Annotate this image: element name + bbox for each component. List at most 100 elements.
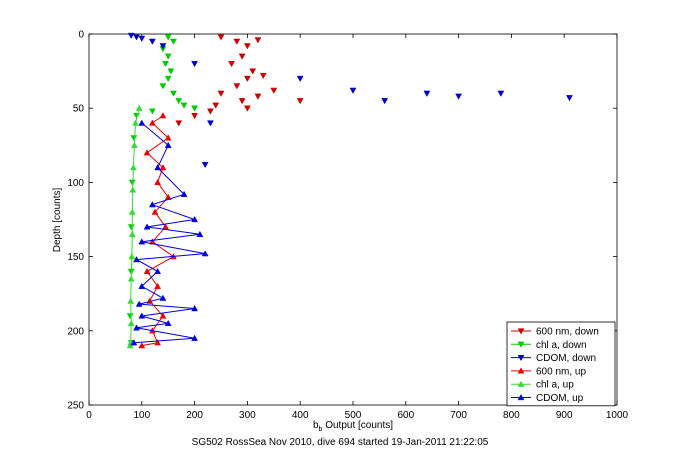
data-point [151,208,159,215]
data-point [164,134,172,141]
x-tick-label: 300 [239,410,256,421]
data-point [133,256,140,263]
x-tick-label: 900 [556,410,573,421]
data-point [148,38,156,45]
data-point [455,93,463,100]
data-point [143,267,151,275]
y-tick-label: 50 [73,104,85,115]
x-tick-label: 500 [345,410,362,421]
data-point [259,72,267,80]
x-axis-label-b: b [313,420,319,431]
data-point [138,342,146,349]
data-point [138,238,146,245]
data-point [270,87,278,94]
legend-marker [517,380,525,387]
x-axis-label: bb Output [counts] [313,420,393,433]
data-point [170,38,177,45]
data-point [138,119,146,126]
data-point [497,90,505,97]
data-point [249,68,257,75]
data-point [175,120,183,127]
data-point [233,38,241,45]
legend-label: chl a, down [536,340,587,351]
data-point [130,141,138,148]
data-point [296,98,304,105]
data-point [159,43,167,50]
data-point [143,223,151,230]
data-point [148,108,156,115]
legend-marker [517,393,525,401]
x-tick-label: 1000 [606,410,629,421]
legend-marker [517,328,525,335]
data-point [135,104,143,111]
data-point [162,61,169,68]
data-point [126,313,134,320]
data-point [159,83,167,90]
data-point [191,305,199,312]
data-point [196,230,204,237]
legend-label: CDOM, up [536,393,584,404]
y-tick-label: 0 [78,30,84,41]
data-point [164,319,172,327]
data-point [191,334,199,341]
data-point [217,34,225,41]
data-point [148,201,156,208]
x-axis-label-sub: b [319,426,323,433]
data-point [159,294,167,301]
data-point [164,53,172,60]
x-tick-label: 0 [86,410,92,421]
x-tick-label: 200 [186,410,203,421]
data-point [133,34,140,41]
data-point [128,253,136,260]
legend-label: 600 nm, down [536,327,599,338]
data-point [135,300,143,307]
data-point [133,324,140,331]
x-tick-label: 600 [397,410,414,421]
legend-marker [517,367,525,374]
data-point [138,282,146,289]
data-point [154,178,162,186]
data-point [207,120,214,127]
data-point [159,312,167,319]
data-point [159,164,167,171]
legend-label: chl a, up [536,380,574,391]
series-2 [127,32,573,169]
x-tick-label: 700 [450,410,467,421]
data-point [127,297,135,304]
figure-caption: SG502 RossSea Nov 2010, dive 694 started… [192,437,489,448]
data-point [164,34,172,41]
data-point [138,312,146,319]
data-point [127,319,135,327]
data-point [154,267,162,275]
data-point [207,108,214,115]
x-tick-label: 100 [133,410,150,421]
data-point [243,75,251,83]
y-tick-label: 200 [67,326,84,337]
data-point [191,105,199,112]
data-point [159,112,167,119]
series-5 [130,119,209,346]
data-point [201,250,209,257]
data-point [228,61,235,68]
data-point [191,61,199,68]
data-point [128,179,136,186]
data-point [217,90,225,97]
legend: 600 nm, down chl a, down CDOM, down 600 nm,… [506,321,616,407]
data-point [138,35,146,42]
data-point [129,186,137,193]
data-point [154,339,162,346]
data-point [201,161,209,169]
data-point [130,135,138,142]
data-point [148,119,156,126]
y-axis-label: Depth [counts] [52,188,63,253]
data-point [254,37,262,44]
y-tick-label: 250 [67,401,84,412]
legend-marker [517,354,525,362]
data-point [132,119,139,126]
data-point [127,32,135,39]
data-point [126,342,134,349]
data-point [381,98,389,105]
data-point [170,90,177,97]
data-point [296,75,304,83]
